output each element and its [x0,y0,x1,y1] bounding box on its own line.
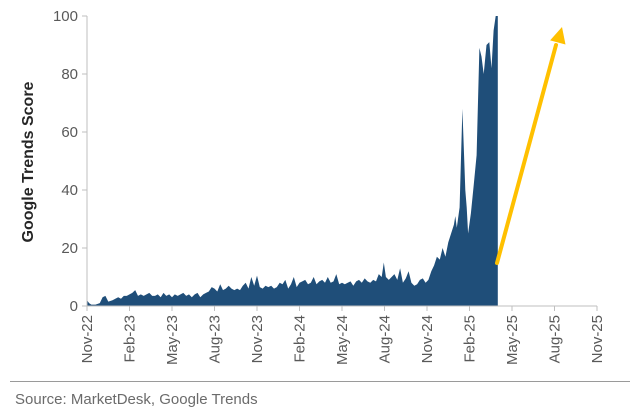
x-tick-label: Nov-25 [589,315,606,363]
x-tick-label: May-23 [164,315,181,365]
y-tick-label: 80 [61,66,78,83]
x-tick-label: Nov-23 [249,315,266,363]
y-tick-label: 60 [61,124,78,141]
y-tick-label: 100 [53,8,78,25]
x-tick-label: Aug-23 [207,315,224,363]
source-note: Source: MarketDesk, Google Trends [15,391,258,408]
x-tick-label: Feb-23 [122,315,139,363]
y-tick-label: 20 [61,240,78,257]
x-tick-label: Aug-24 [377,315,394,363]
trend-area [87,16,498,306]
x-tick-label: Aug-25 [547,315,564,363]
x-axis-ticks: Nov-22 Feb-23 May-23 Aug-23 Nov-23 Feb-24 May-… [79,306,606,365]
trend-arrow [495,27,566,265]
source-divider [10,381,630,382]
trend-arrow-head [550,27,566,45]
chart: Google Trends Score 0 20 40 60 80 100 Nov-22 F… [20,8,606,365]
y-tick-label: 40 [61,182,78,199]
x-tick-label: Nov-24 [419,315,436,363]
x-tick-label: May-25 [504,315,521,365]
y-axis-title: Google Trends Score [20,81,37,242]
y-tick-label: 0 [70,298,78,315]
x-tick-label: Nov-22 [79,315,96,363]
trend-arrow-shaft [495,43,558,265]
x-tick-label: May-24 [334,315,351,365]
y-axis-ticks: 0 20 40 60 80 100 [53,8,87,315]
x-tick-label: Feb-25 [462,315,479,363]
x-tick-label: Feb-24 [292,315,309,363]
